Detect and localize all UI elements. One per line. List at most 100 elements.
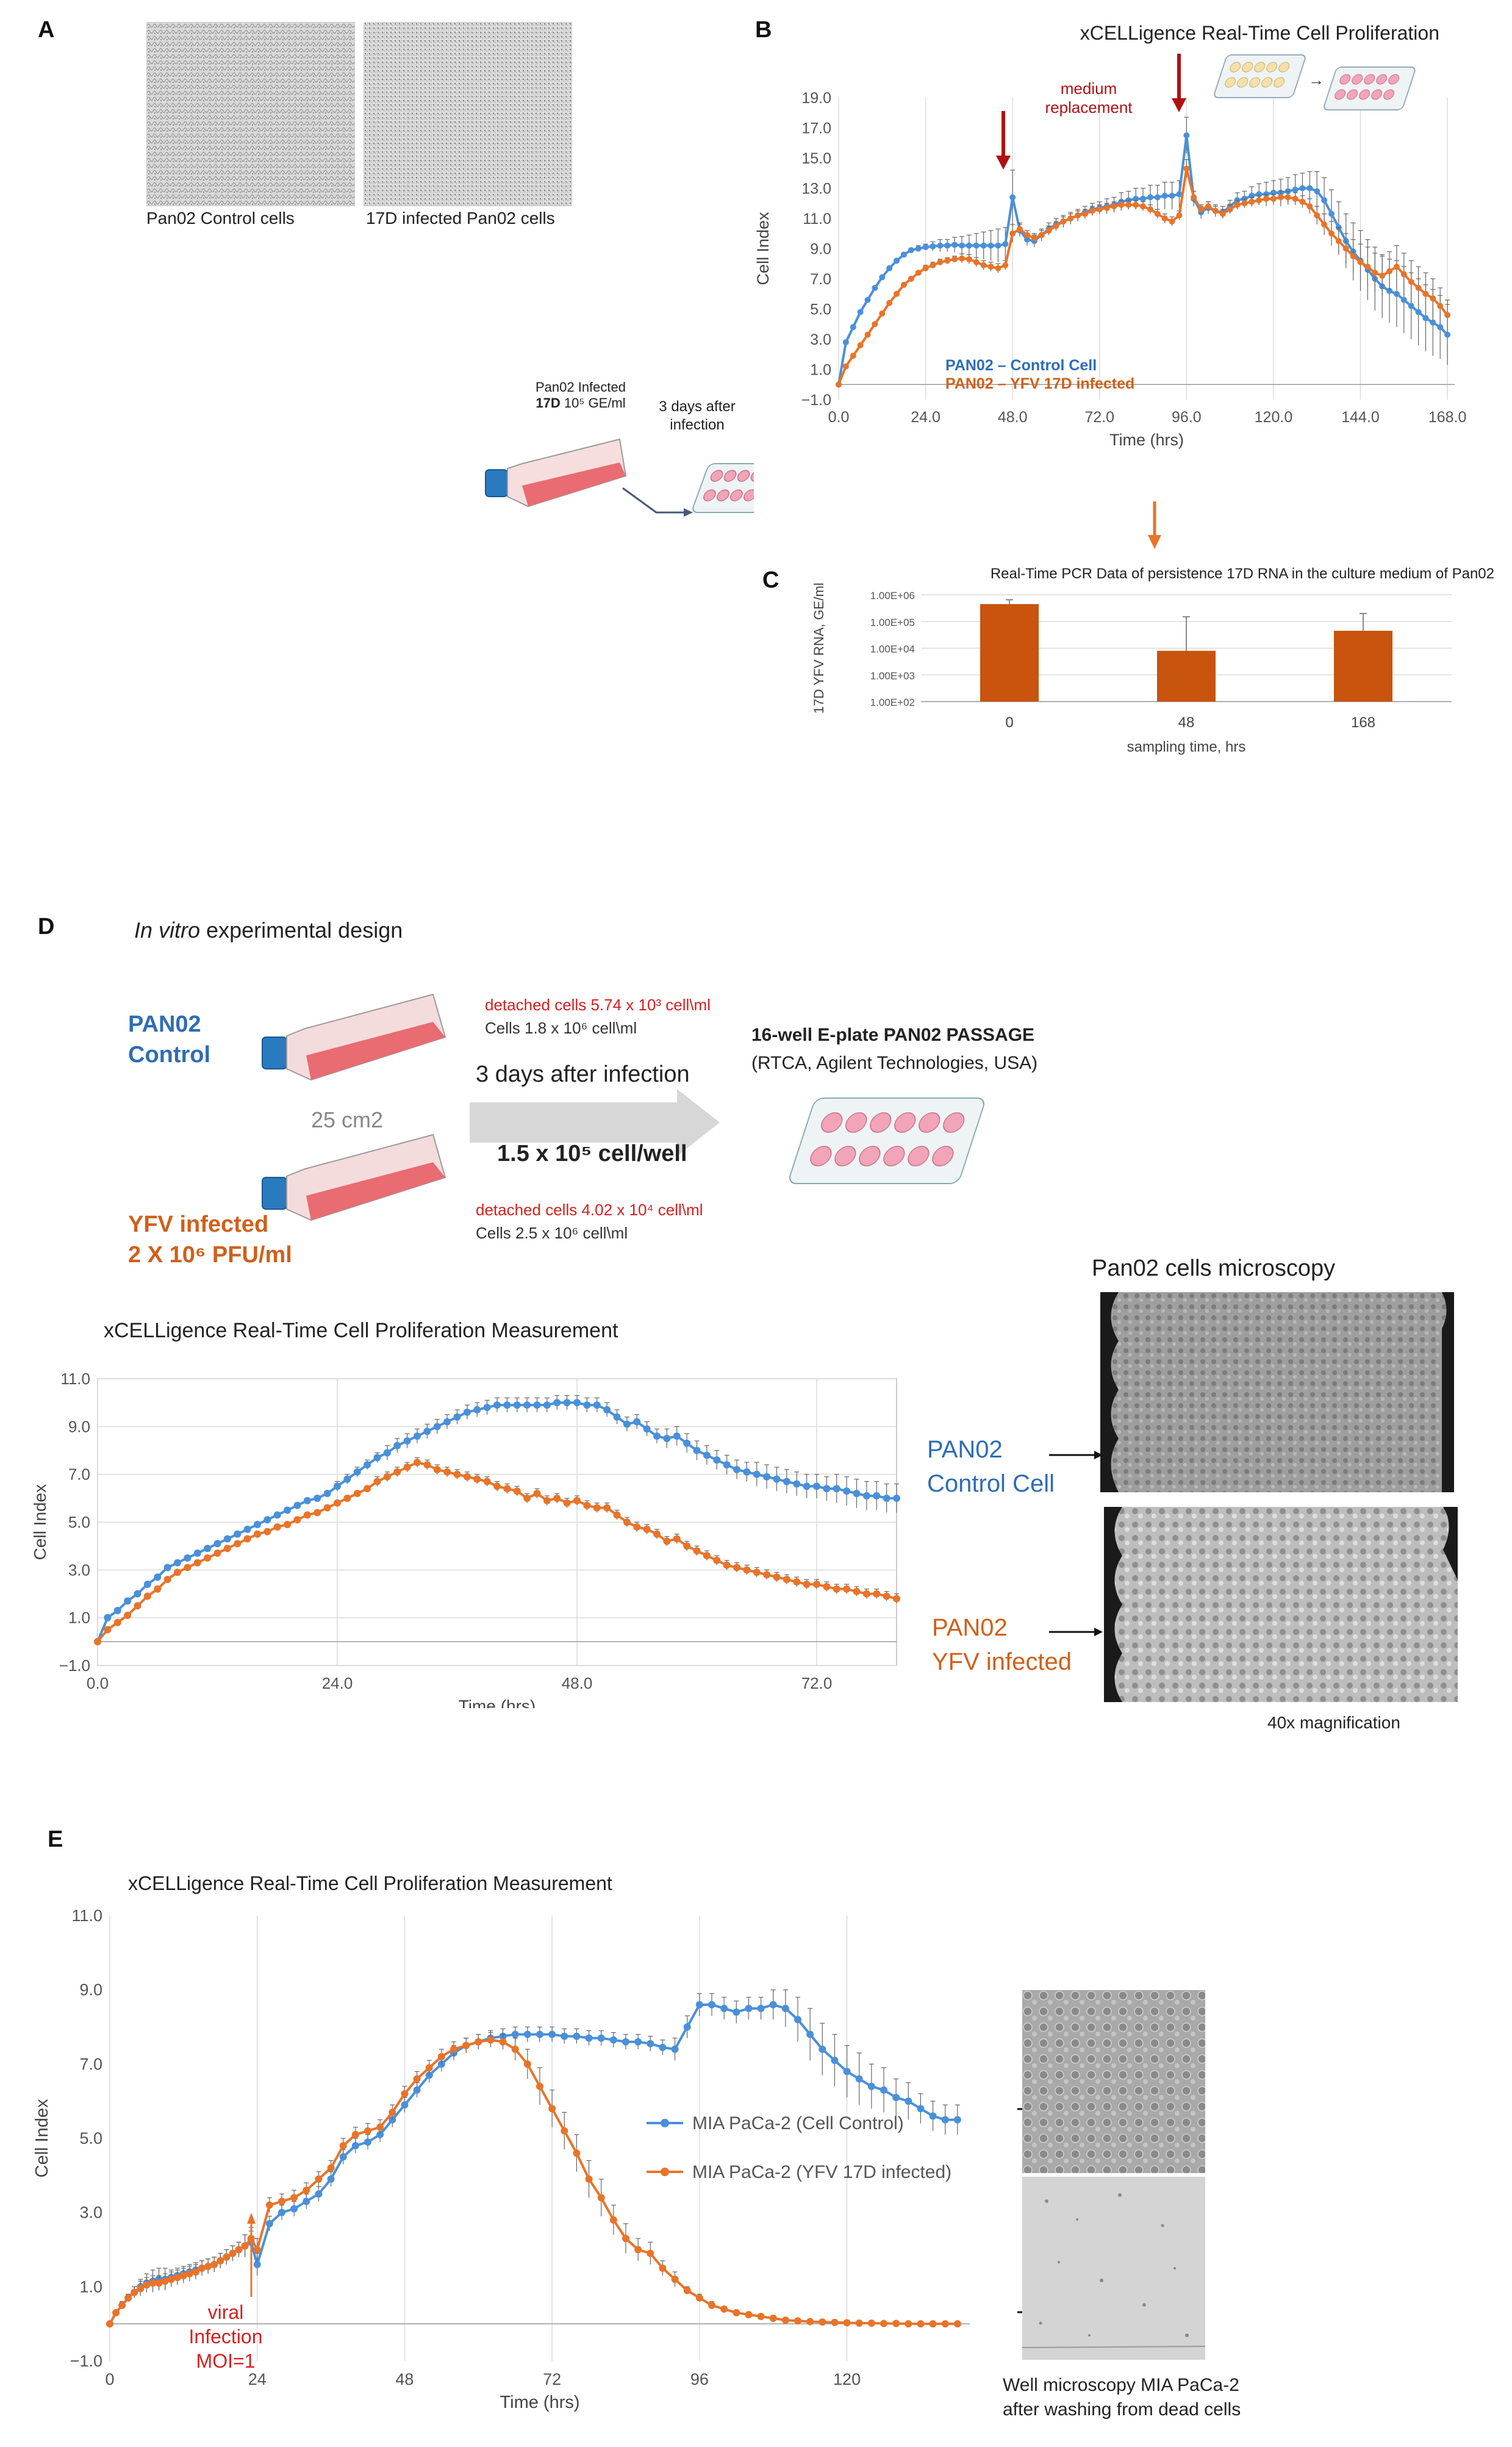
data-point [1154,194,1161,201]
data-point [733,2008,740,2016]
data-point [184,1564,192,1572]
arrow-96h [1172,54,1186,112]
chart-b: −1.0 1.0 3.0 5.0 7.0 9.0 11.0 13.0 15.0 17.0 19.0 0… [754,22,1466,449]
data-point [823,1583,831,1590]
arrow-b-to-c [1148,501,1161,549]
yfv-line1: YFV infected [128,1212,269,1237]
y-tick-label: −1.0 [59,1656,90,1675]
plot-frame [110,1916,970,2361]
data-point [303,1511,311,1519]
data-point [351,2142,359,2150]
data-point [548,2030,556,2038]
yfv-line2: 2 X 10⁶ PFU/ml [128,1242,292,1268]
data-point [873,1492,881,1500]
data-point [1408,278,1414,285]
label-control-line2: Control Cell [927,1470,1055,1497]
data-point [1205,203,1211,210]
data-point [327,2164,335,2172]
data-point [450,2046,457,2053]
data-point [1422,315,1429,322]
data-point [1430,295,1436,302]
data-point [843,2319,851,2327]
data-point [1002,262,1009,268]
data-point [303,2197,310,2205]
data-point [284,1506,292,1514]
x-tick-label: 24.0 [322,1674,353,1692]
data-point [423,1461,431,1468]
data-point [161,2277,169,2285]
data-point [339,2153,347,2161]
data-point [290,2194,298,2202]
eplate-subtitle: (RTCA, Agilent Technologies, USA) [751,1053,1038,1073]
data-point [1277,194,1284,201]
data-point [733,1564,740,1572]
data-point [106,2320,113,2328]
data-point [1321,221,1328,228]
data-point [184,1554,192,1562]
data-point [513,1487,521,1495]
data-point [104,1614,112,1622]
data-point [1234,201,1241,208]
data-point [403,1463,411,1471]
data-point [671,2276,679,2284]
data-point [609,2036,617,2044]
big-arrow-d [470,1089,720,1156]
data-point [794,2016,801,2024]
data-point [1408,303,1414,309]
data-point [364,2138,371,2146]
panel-letter-a: A [38,17,55,43]
data-point [585,2034,593,2042]
data-point [883,1494,890,1502]
y-tick-label: 1.0 [810,362,831,379]
data-point [185,2270,193,2278]
data-point [174,1559,181,1567]
data-point [703,1451,711,1459]
data-point [483,1404,491,1411]
data-point [880,2319,887,2327]
data-point [1009,230,1016,237]
data-point [966,242,972,249]
data-point [364,1461,371,1468]
data-point [243,1535,251,1543]
arrow-48h [996,111,1011,170]
data-point [833,1485,840,1493]
data-point [1270,195,1277,202]
design-title-rest: experimental design [200,918,403,943]
data-point [803,1482,811,1490]
data-point [323,1504,331,1512]
data-point [523,1494,531,1502]
design-title-italic: In vitro [134,918,201,943]
data-point [864,296,871,303]
data-point [794,2317,801,2325]
data-point [314,1494,321,1502]
data-point [373,1478,381,1486]
x-tick-label: 0 [105,2370,114,2388]
data-point [561,2127,568,2135]
data-point [819,2046,826,2053]
data-point [334,1499,341,1507]
data-point [1364,264,1371,270]
x-tick-label: 72 [543,2370,561,2388]
data-point [533,1490,541,1497]
data-point [131,2288,138,2296]
x-axis-title: Time (hrs) [459,1697,536,1708]
data-point [265,2201,273,2209]
x-tick-label: 96.0 [1172,409,1202,426]
data-point [951,242,958,248]
data-point [1125,201,1132,208]
data-point [857,309,864,315]
data-point [1437,303,1444,309]
data-point [364,2127,371,2135]
data-point [1249,198,1255,205]
data-point [192,2268,199,2276]
data-point [475,2038,482,2046]
detached-bottom: detached cells 4.02 x 10⁴ cell\ml [476,1201,703,1219]
y-tick-label: 1.00E+05 [870,617,915,628]
y-tick-label: 1.00E+06 [870,590,915,602]
data-point [753,1568,761,1576]
data-point [1176,212,1183,219]
y-tick-label: 5.0 [68,1513,90,1531]
well-caption-line2: after washing from dead cells [1003,2399,1241,2420]
caption-infected-cells: 17D infected Pan02 cells [366,209,555,228]
data-point [980,262,987,268]
